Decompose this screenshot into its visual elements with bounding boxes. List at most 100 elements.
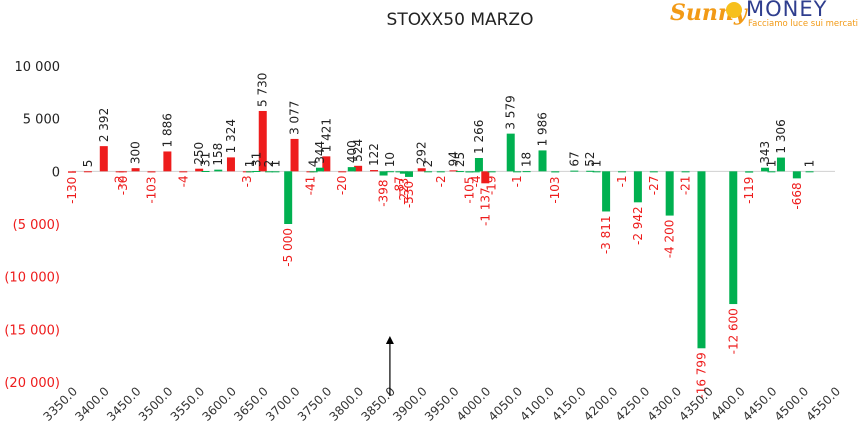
data-label: -119 — [742, 177, 756, 204]
data-label: -27 — [647, 176, 661, 196]
bar-put — [322, 156, 331, 172]
logo-money-text: MONEY — [746, 0, 828, 21]
brand-logo: Sunny MONEY Facciamo luce sui mercati — [666, 0, 866, 34]
bar-put — [370, 170, 379, 172]
y-tick-label: 0 — [52, 165, 60, 180]
data-label: 1 — [803, 160, 817, 168]
bar-call — [538, 150, 547, 172]
data-label: -4 — [176, 175, 190, 187]
bar-call — [315, 167, 324, 172]
data-label: 1 306 — [774, 119, 788, 153]
bar-put — [258, 110, 267, 172]
data-label: 31 — [199, 152, 213, 167]
y-tick-label: (5 000) — [13, 218, 60, 233]
data-label: -103 — [548, 176, 562, 203]
data-label: -668 — [790, 182, 804, 209]
bar-call — [265, 171, 274, 173]
bar-put — [195, 168, 204, 172]
data-label: -2 — [113, 175, 127, 187]
data-label: 5 730 — [256, 73, 270, 107]
data-label: -87 — [392, 176, 406, 196]
bar-call — [805, 171, 814, 173]
data-label: 158 — [211, 143, 225, 166]
x-tick-label: 3600.0 — [199, 384, 239, 424]
data-label: 250 — [192, 142, 206, 165]
bar-call — [284, 171, 293, 224]
data-label: -105 — [462, 176, 476, 203]
data-label: 3 579 — [504, 95, 518, 129]
y-tick-label: (10 000) — [4, 271, 60, 286]
x-tick-label: 3400.0 — [72, 384, 112, 424]
data-label: -41 — [303, 176, 317, 196]
bar-put — [118, 171, 127, 173]
data-label: 1 — [268, 160, 282, 168]
x-tick-label: 4150.0 — [549, 384, 589, 424]
bar-call — [474, 157, 483, 172]
data-label: -3 811 — [599, 215, 613, 254]
bar-put — [417, 168, 426, 172]
x-tick-label: 3500.0 — [136, 384, 176, 424]
data-label: 94 — [447, 151, 461, 166]
x-tick-label: 3650.0 — [231, 384, 271, 424]
bar-put — [179, 171, 188, 173]
bar-call — [617, 171, 626, 173]
data-label: 1 266 — [472, 120, 486, 154]
data-label: 344 — [313, 141, 327, 164]
data-label: 52 — [583, 152, 597, 167]
bar-call — [592, 171, 601, 173]
bar-call — [792, 171, 801, 179]
bar-call — [665, 171, 674, 216]
data-label: -30 — [116, 176, 130, 196]
data-label: -4 — [469, 175, 483, 187]
bar-put — [131, 168, 140, 172]
bar-put — [99, 146, 108, 172]
bar-call — [214, 169, 223, 172]
y-tick-label: 10 000 — [15, 60, 61, 75]
bar-put — [226, 157, 235, 172]
bar-put — [354, 165, 363, 172]
x-tick-label: 3900.0 — [390, 384, 430, 424]
bar-call — [761, 167, 770, 172]
data-label: 1 886 — [160, 113, 174, 147]
arrow-head-icon — [385, 336, 394, 344]
data-label: -4 200 — [663, 220, 677, 259]
data-label: 4 — [307, 160, 321, 168]
bar-call — [586, 170, 595, 172]
bar-put — [68, 171, 76, 173]
x-tick-label: 4450.0 — [740, 384, 780, 424]
data-label: -19 — [485, 176, 499, 196]
x-tick-label: 3450.0 — [104, 384, 144, 424]
data-label: 400 — [345, 140, 359, 163]
bar-call — [465, 171, 474, 173]
x-tick-label: 3550.0 — [168, 384, 208, 424]
bar-call — [513, 171, 522, 173]
data-label: -398 — [377, 180, 391, 207]
data-label: -530 — [402, 181, 416, 208]
bar-put — [83, 171, 92, 173]
bar-put — [338, 171, 347, 173]
bar-call — [395, 171, 404, 173]
bar-call — [201, 171, 210, 173]
x-tick-label: 4050.0 — [486, 384, 526, 424]
data-label: 25 — [453, 152, 467, 167]
data-label: 2 — [421, 160, 435, 168]
y-tick-label: (15 000) — [4, 323, 60, 338]
bar-call — [633, 171, 642, 203]
logo-tagline: Facciamo luce sui mercati — [748, 19, 859, 29]
bar-call — [379, 171, 388, 176]
data-label: -21 — [679, 176, 693, 196]
x-tick-label: 4400.0 — [708, 384, 748, 424]
data-label: 67 — [567, 151, 581, 166]
bar-put — [147, 171, 156, 173]
x-tick-label: 3700.0 — [263, 384, 303, 424]
y-tick-label: 5 000 — [23, 113, 60, 128]
data-label: -103 — [144, 176, 158, 203]
data-label: 1 — [590, 160, 604, 168]
chart-title: STOXX50 MARZO — [386, 10, 534, 30]
x-tick-label: 4000.0 — [454, 384, 494, 424]
bar-call — [506, 133, 515, 172]
bar-call — [729, 171, 738, 305]
x-tick-label: 3800.0 — [327, 384, 367, 424]
